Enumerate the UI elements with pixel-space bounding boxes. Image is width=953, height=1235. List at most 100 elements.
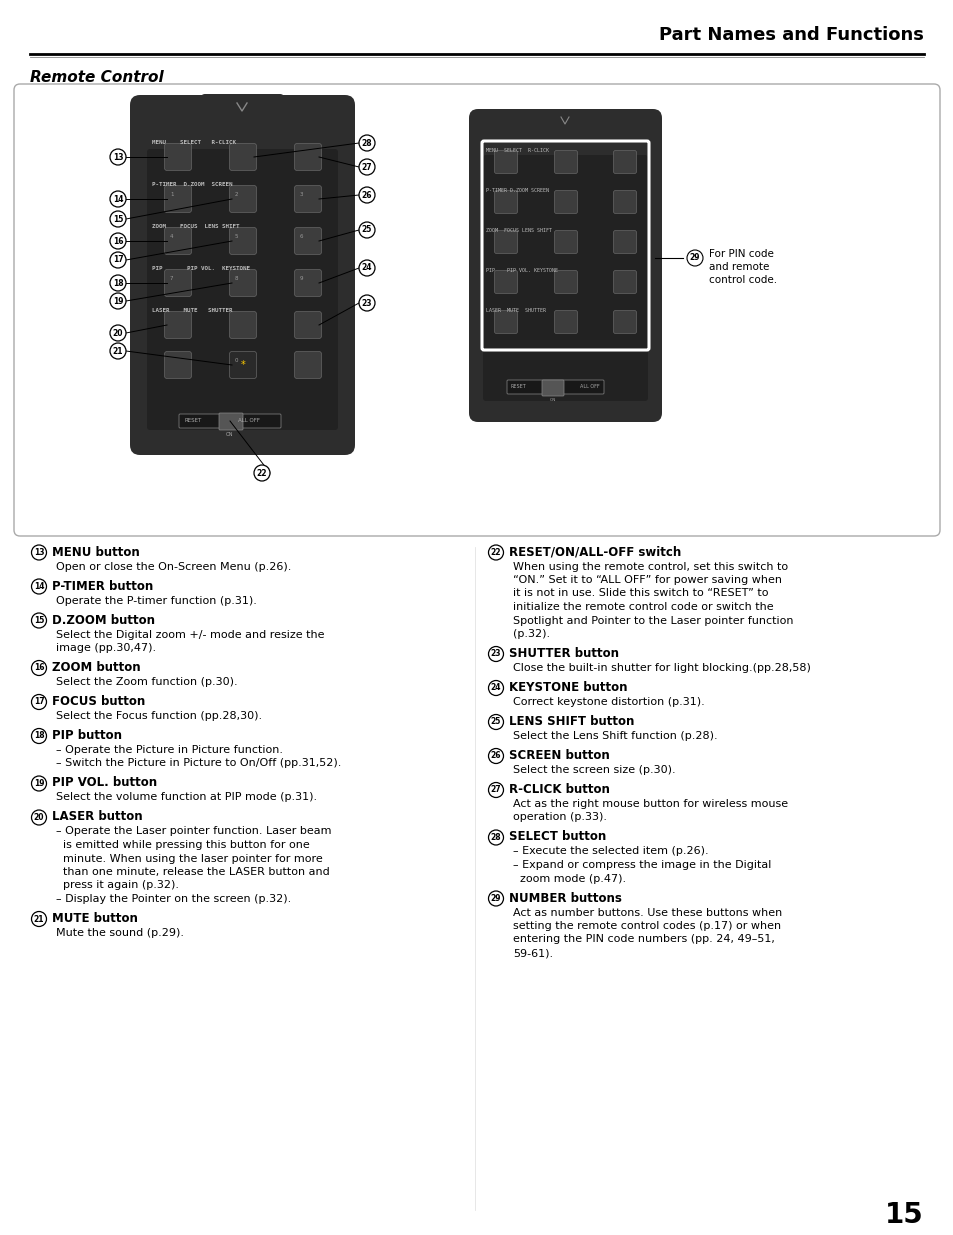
Text: P-TIMER  D.ZOOM  SCREEN: P-TIMER D.ZOOM SCREEN xyxy=(152,183,233,188)
Text: Select the Zoom function (p.30).: Select the Zoom function (p.30). xyxy=(56,677,237,687)
Text: Spotlight and Pointer to the Laser pointer function: Spotlight and Pointer to the Laser point… xyxy=(513,615,793,625)
FancyBboxPatch shape xyxy=(613,151,636,173)
Text: 9: 9 xyxy=(299,275,303,282)
Text: 14: 14 xyxy=(112,194,123,204)
Circle shape xyxy=(358,222,375,238)
Text: 59-61).: 59-61). xyxy=(513,948,553,958)
Text: 17: 17 xyxy=(112,256,123,264)
Circle shape xyxy=(488,680,503,695)
Text: P-TIMER D.ZOOM SCREEN: P-TIMER D.ZOOM SCREEN xyxy=(485,188,548,193)
Text: control code.: control code. xyxy=(708,275,777,285)
Circle shape xyxy=(488,890,503,906)
Text: 25: 25 xyxy=(361,226,372,235)
Text: Select the screen size (p.30).: Select the screen size (p.30). xyxy=(513,764,675,776)
FancyBboxPatch shape xyxy=(294,352,321,378)
Text: – Switch the Picture in Picture to On/Off (pp.31,52).: – Switch the Picture in Picture to On/Of… xyxy=(56,758,341,768)
Text: 7: 7 xyxy=(170,275,173,282)
Text: “ON.” Set it to “ALL OFF” for power saving when: “ON.” Set it to “ALL OFF” for power savi… xyxy=(513,576,781,585)
Text: 8: 8 xyxy=(234,275,238,282)
FancyBboxPatch shape xyxy=(613,310,636,333)
FancyBboxPatch shape xyxy=(494,231,517,253)
Text: D.ZOOM button: D.ZOOM button xyxy=(52,614,154,626)
Text: FOCUS button: FOCUS button xyxy=(52,695,145,708)
Text: MENU  SELECT  R-CLICK: MENU SELECT R-CLICK xyxy=(485,147,548,152)
Text: press it again (p.32).: press it again (p.32). xyxy=(56,881,179,890)
Text: 26: 26 xyxy=(361,190,372,200)
FancyBboxPatch shape xyxy=(230,227,256,254)
Text: PIP VOL. button: PIP VOL. button xyxy=(52,777,157,789)
Text: minute. When using the laser pointer for more: minute. When using the laser pointer for… xyxy=(56,853,322,863)
FancyBboxPatch shape xyxy=(494,151,517,173)
Text: R-CLICK button: R-CLICK button xyxy=(509,783,609,797)
Circle shape xyxy=(358,186,375,203)
Text: (p.32).: (p.32). xyxy=(513,629,550,638)
Circle shape xyxy=(488,646,503,662)
Text: 22: 22 xyxy=(256,468,267,478)
Text: 27: 27 xyxy=(490,785,500,794)
Text: 23: 23 xyxy=(361,299,372,308)
Text: 15: 15 xyxy=(884,1200,923,1229)
Text: LASER button: LASER button xyxy=(52,810,143,824)
FancyBboxPatch shape xyxy=(554,190,577,214)
Text: SELECT button: SELECT button xyxy=(509,830,605,844)
FancyBboxPatch shape xyxy=(482,156,647,401)
Text: MENU    SELECT   R-CLICK: MENU SELECT R-CLICK xyxy=(152,141,235,146)
Text: 0: 0 xyxy=(234,358,238,363)
Text: Remote Control: Remote Control xyxy=(30,70,164,85)
Text: PIP    PIP VOL. KEYSTONE: PIP PIP VOL. KEYSTONE xyxy=(485,268,558,273)
Text: RESET: RESET xyxy=(511,384,526,389)
Text: – Operate the Picture in Picture function.: – Operate the Picture in Picture functio… xyxy=(56,745,283,755)
Circle shape xyxy=(31,661,47,676)
Circle shape xyxy=(358,295,375,311)
FancyBboxPatch shape xyxy=(294,227,321,254)
Circle shape xyxy=(31,911,47,926)
Circle shape xyxy=(358,135,375,151)
FancyBboxPatch shape xyxy=(294,269,321,296)
FancyBboxPatch shape xyxy=(179,414,281,429)
Circle shape xyxy=(358,261,375,275)
Text: 26: 26 xyxy=(490,752,500,761)
Text: *: * xyxy=(240,359,245,370)
Circle shape xyxy=(110,275,126,291)
Text: 1: 1 xyxy=(170,191,173,198)
FancyBboxPatch shape xyxy=(130,95,355,454)
FancyBboxPatch shape xyxy=(164,185,192,212)
Text: 16: 16 xyxy=(33,663,44,673)
Text: 22: 22 xyxy=(490,548,500,557)
FancyBboxPatch shape xyxy=(164,311,192,338)
Text: 20: 20 xyxy=(33,813,44,823)
Circle shape xyxy=(110,149,126,165)
FancyBboxPatch shape xyxy=(294,185,321,212)
FancyBboxPatch shape xyxy=(219,412,243,430)
Text: it is not in use. Slide this switch to “RESET” to: it is not in use. Slide this switch to “… xyxy=(513,589,768,599)
FancyBboxPatch shape xyxy=(164,143,192,170)
Text: 24: 24 xyxy=(361,263,372,273)
FancyBboxPatch shape xyxy=(554,310,577,333)
Text: zoom mode (p.47).: zoom mode (p.47). xyxy=(513,873,625,883)
Text: – Execute the selected item (p.26).: – Execute the selected item (p.26). xyxy=(513,846,708,857)
Circle shape xyxy=(31,729,47,743)
FancyBboxPatch shape xyxy=(230,185,256,212)
Circle shape xyxy=(31,545,47,559)
Circle shape xyxy=(31,776,47,790)
Text: 24: 24 xyxy=(490,683,500,693)
FancyBboxPatch shape xyxy=(294,311,321,338)
FancyBboxPatch shape xyxy=(164,269,192,296)
Text: setting the remote control codes (p.17) or when: setting the remote control codes (p.17) … xyxy=(513,921,781,931)
Text: For PIN code: For PIN code xyxy=(708,249,773,259)
Text: LASER  MUTE  SHUTTER: LASER MUTE SHUTTER xyxy=(485,308,545,312)
Text: and remote: and remote xyxy=(708,262,768,272)
Text: KEYSTONE button: KEYSTONE button xyxy=(509,680,627,694)
Text: 20: 20 xyxy=(112,329,123,337)
Text: NUMBER buttons: NUMBER buttons xyxy=(509,892,621,904)
Text: Select the Focus function (pp.28,30).: Select the Focus function (pp.28,30). xyxy=(56,711,262,721)
FancyBboxPatch shape xyxy=(613,270,636,294)
Text: – Expand or compress the image in the Digital: – Expand or compress the image in the Di… xyxy=(513,860,771,869)
Text: 21: 21 xyxy=(112,347,123,356)
Text: is emitted while pressing this button for one: is emitted while pressing this button fo… xyxy=(56,840,310,850)
Text: ZOOM button: ZOOM button xyxy=(52,661,140,674)
Circle shape xyxy=(31,579,47,594)
Text: 3: 3 xyxy=(299,191,303,198)
Circle shape xyxy=(110,293,126,309)
Circle shape xyxy=(488,715,503,730)
